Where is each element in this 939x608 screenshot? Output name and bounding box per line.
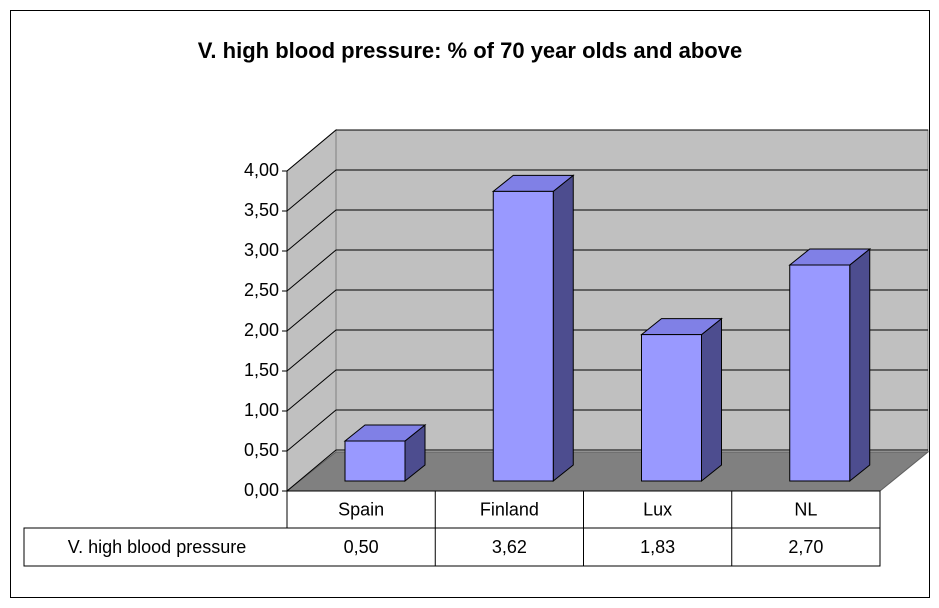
value-label: 3,62: [492, 537, 527, 557]
bar: [788, 247, 872, 483]
grid-line: [286, 369, 928, 412]
bar-front: [641, 334, 702, 482]
y-tick-label: 0,00: [244, 480, 279, 500]
bar-side: [849, 247, 871, 483]
y-tick-label: 0,50: [244, 440, 279, 460]
grid-line: [286, 129, 928, 172]
bar: [491, 174, 575, 483]
bar-front: [344, 440, 406, 482]
data-table: V. high blood pressure Spain 0,50 Finland 3,…: [23, 490, 881, 567]
x-tick-label: Spain: [338, 499, 384, 519]
y-tick-label: 3,50: [244, 200, 279, 220]
grid-line: [286, 449, 928, 492]
value-label: 0,50: [344, 537, 379, 557]
bar-front: [789, 264, 851, 482]
bar-side: [701, 317, 722, 483]
bar: [343, 423, 427, 483]
y-tick-label: 2,00: [244, 320, 279, 340]
grid-line: [286, 209, 928, 252]
value-label: 1,83: [640, 537, 675, 557]
y-tick-label: 4,00: [244, 160, 279, 180]
table-row: [23, 527, 881, 567]
series-label: V. high blood pressure: [68, 537, 246, 557]
x-tick-label: Finland: [480, 499, 539, 519]
bar-front: [492, 190, 554, 482]
grid-line: [286, 289, 928, 332]
bars: [343, 174, 872, 483]
grid-line: [286, 409, 928, 452]
value-label: 2,70: [788, 537, 823, 557]
x-tick-label: Lux: [643, 499, 672, 519]
y-tick-label: 1,00: [244, 400, 279, 420]
grid: [286, 129, 928, 492]
y-tick-label: 3,00: [244, 240, 279, 260]
y-tick-label: 1,50: [244, 360, 279, 380]
y-tick-label: 2,50: [244, 280, 279, 300]
grid-line: [286, 329, 928, 372]
grid-line: [286, 169, 928, 212]
bar: [640, 317, 723, 483]
grid-line: [286, 249, 928, 292]
chart-title: V. high blood pressure: % of 70 year old…: [198, 38, 742, 63]
x-tick-label: NL: [794, 499, 817, 519]
bar-side: [552, 174, 574, 483]
